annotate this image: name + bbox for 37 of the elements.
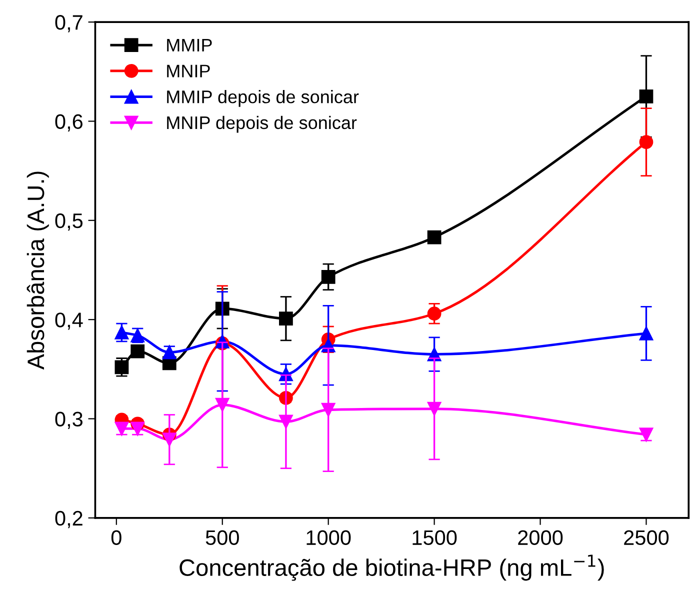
point bbox=[114, 422, 129, 436]
point bbox=[427, 230, 442, 244]
point bbox=[162, 345, 176, 360]
x-tick-label: 2000 bbox=[518, 530, 563, 546]
point bbox=[639, 89, 654, 104]
point bbox=[427, 402, 442, 416]
point bbox=[114, 326, 129, 340]
point bbox=[639, 428, 654, 442]
legend-label: MNIP depois de sonicar bbox=[167, 116, 357, 133]
point bbox=[639, 326, 654, 340]
point bbox=[215, 398, 230, 412]
point bbox=[427, 306, 442, 321]
legend-label: MNIP bbox=[167, 64, 210, 78]
point bbox=[639, 135, 654, 149]
y-axis-title: Absorbância (A.U.) bbox=[26, 172, 49, 370]
x-axis-title: Concentração de biotina-HRP (ng mL$^{−1}$) bbox=[180, 554, 604, 581]
y-tick-label: 0,2 bbox=[55, 510, 82, 528]
point bbox=[114, 360, 129, 374]
point bbox=[162, 432, 176, 447]
y-tick-label: 0,3 bbox=[55, 412, 82, 429]
x-tick-label: 1500 bbox=[412, 530, 457, 546]
y-tick-label: 0,7 bbox=[55, 15, 82, 32]
point bbox=[130, 344, 145, 358]
x-tick-label: 0 bbox=[111, 530, 122, 546]
point bbox=[279, 312, 293, 326]
y-tick-label: 0,6 bbox=[55, 114, 82, 132]
point bbox=[279, 414, 293, 429]
point bbox=[321, 402, 336, 417]
legend-label: MMIP bbox=[167, 38, 212, 52]
x-tick-label: 2500 bbox=[624, 530, 669, 546]
x-tick-label: 500 bbox=[206, 530, 239, 546]
point bbox=[321, 270, 336, 284]
y-tick-label: 0,4 bbox=[55, 312, 83, 330]
point bbox=[130, 422, 145, 436]
x-tick-label: 1000 bbox=[306, 530, 351, 546]
legend-label: MMIP depois de sonicar bbox=[167, 90, 359, 107]
y-tick-label: 0,5 bbox=[55, 213, 83, 231]
